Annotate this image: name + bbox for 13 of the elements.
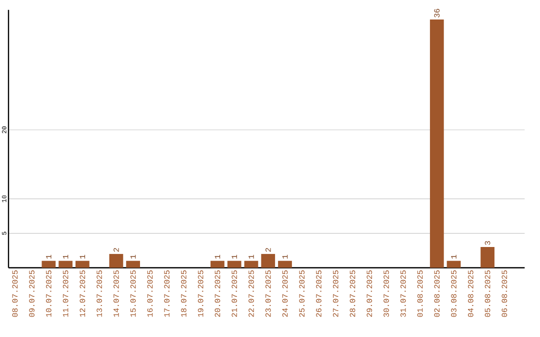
bar <box>227 260 242 268</box>
bar <box>446 260 461 268</box>
bar <box>42 260 56 268</box>
bar <box>58 260 73 268</box>
bar <box>109 254 124 268</box>
bar <box>210 260 224 268</box>
bar <box>244 260 258 268</box>
bar <box>480 246 494 268</box>
bar <box>261 254 276 268</box>
bar <box>278 260 292 268</box>
bar <box>76 260 90 268</box>
bar <box>430 19 444 268</box>
bar <box>126 260 140 268</box>
